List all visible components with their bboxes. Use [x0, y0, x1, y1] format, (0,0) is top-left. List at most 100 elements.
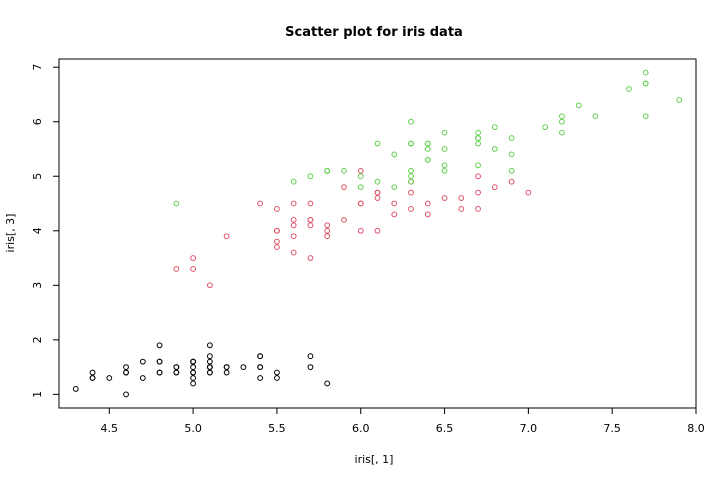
data-point [558, 129, 565, 136]
data-point [441, 162, 448, 169]
data-point [357, 227, 364, 234]
data-point [441, 146, 448, 152]
data-point [307, 173, 314, 180]
data-point [475, 189, 481, 196]
data-point [257, 353, 264, 360]
data-point [475, 135, 481, 141]
data-point [391, 211, 398, 218]
data-point [458, 195, 465, 201]
y-tick-label: 4 [31, 227, 44, 234]
data-point [123, 364, 129, 371]
data-point [408, 206, 414, 212]
data-point [475, 162, 481, 169]
data-point [290, 233, 297, 240]
data-point [642, 69, 649, 76]
data-point [274, 244, 280, 251]
data-point [307, 222, 314, 229]
data-point [642, 113, 649, 120]
data-point [642, 80, 649, 87]
data-point [441, 195, 448, 201]
data-point [374, 140, 381, 147]
y-tick-label: 3 [31, 282, 44, 289]
data-point [257, 200, 264, 207]
data-point [190, 358, 197, 365]
data-point [190, 380, 197, 387]
data-point [139, 375, 146, 381]
data-point [257, 364, 264, 371]
data-point [274, 238, 280, 245]
data-point [458, 206, 465, 212]
data-point [475, 173, 481, 180]
data-point [173, 266, 180, 272]
data-point [626, 86, 632, 92]
data-point [357, 200, 364, 207]
y-axis: 1 2 3 4 5 6 7 [31, 64, 60, 398]
data-point [190, 266, 197, 272]
data-point [223, 233, 230, 240]
data-point [374, 178, 381, 185]
data-point [324, 233, 331, 240]
data-point [290, 200, 297, 207]
data-point [408, 189, 414, 196]
data-point [190, 375, 197, 381]
data-point [324, 222, 331, 229]
x-tick-label: 4.5 [101, 422, 119, 435]
data-point [290, 222, 297, 229]
data-point [357, 167, 364, 174]
data-point [89, 369, 96, 376]
data-point [424, 211, 431, 218]
data-point [508, 151, 515, 158]
data-point [424, 146, 431, 152]
data-point [558, 118, 565, 125]
data-point [391, 184, 398, 191]
y-axis-label: iris[, 3] [4, 214, 17, 253]
data-point [274, 375, 280, 381]
data-point [156, 369, 163, 376]
data-point [290, 249, 297, 256]
data-point [274, 206, 280, 212]
data-point [575, 102, 582, 109]
data-point [424, 156, 431, 163]
data-point [240, 364, 247, 371]
data-point [173, 369, 180, 376]
x-tick-label: 5.5 [268, 422, 286, 435]
x-tick-label: 7.5 [603, 422, 621, 435]
data-point [525, 189, 532, 196]
data-point [173, 200, 180, 207]
x-axis: 4.5 5.0 5.5 6.0 6.5 7.0 7.5 8.0 [101, 407, 705, 435]
data-point [190, 364, 197, 371]
data-point [156, 358, 163, 365]
chart-title: Scatter plot for iris data [285, 25, 463, 40]
data-point [391, 200, 398, 207]
data-point [357, 173, 364, 180]
data-point [257, 375, 264, 381]
data-point [223, 369, 230, 376]
x-tick-label: 7.0 [520, 422, 538, 435]
data-point [491, 184, 498, 191]
data-point [206, 369, 213, 376]
data-point [357, 184, 364, 191]
data-point [592, 113, 599, 120]
data-point [391, 151, 398, 158]
data-point [558, 113, 565, 120]
data-point [274, 369, 280, 376]
data-point [341, 167, 347, 174]
data-point [341, 184, 347, 191]
data-point [424, 140, 431, 147]
data-point [307, 364, 314, 371]
data-point [290, 178, 297, 185]
data-point [324, 227, 331, 234]
data-point [408, 140, 414, 147]
data-point [206, 342, 213, 349]
data-point [139, 358, 146, 365]
data-point [206, 282, 213, 289]
data-point [408, 178, 414, 185]
data-point [475, 206, 481, 212]
x-tick-label: 6.0 [352, 422, 370, 435]
data-point [106, 375, 113, 381]
data-point [190, 255, 197, 261]
data-point [72, 386, 79, 392]
data-point [475, 140, 481, 147]
data-point [307, 255, 314, 261]
x-tick-label: 8.0 [687, 422, 705, 435]
